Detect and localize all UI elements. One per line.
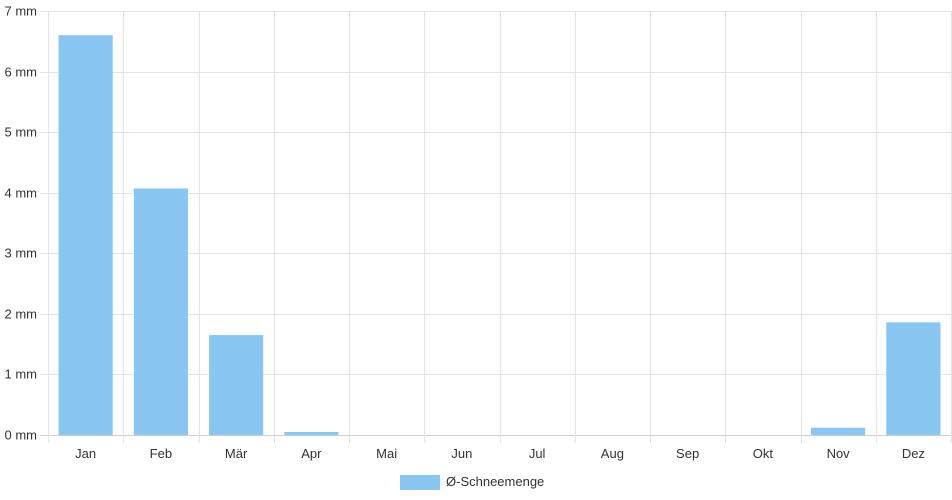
x-tick-label: Nov bbox=[827, 446, 851, 461]
y-tick-label: 4 mm bbox=[5, 186, 38, 201]
y-tick-label: 5 mm bbox=[5, 125, 38, 140]
x-tick-label: Sep bbox=[676, 446, 699, 461]
x-tick-label: Mai bbox=[376, 446, 397, 461]
chart-bars bbox=[58, 35, 941, 435]
x-tick-label: Feb bbox=[150, 446, 172, 461]
x-tick-label: Okt bbox=[753, 446, 774, 461]
bar-Feb[interactable] bbox=[133, 188, 188, 435]
x-tick-label: Jun bbox=[451, 446, 472, 461]
y-tick-label: 6 mm bbox=[5, 65, 38, 80]
y-tick-label: 2 mm bbox=[5, 307, 38, 322]
x-axis: Jan Feb Mär Apr Mai Jun Jul Aug Sep Okt Nov Dez bbox=[75, 446, 925, 461]
bar-Apr[interactable] bbox=[284, 431, 339, 435]
bar-Mär[interactable] bbox=[209, 335, 264, 435]
bar-Nov[interactable] bbox=[811, 427, 866, 435]
chart-grid bbox=[40, 11, 952, 443]
y-axis: 0 mm 1 mm 2 mm 3 mm 4 mm 5 mm 6 mm 7 mm bbox=[5, 4, 38, 443]
y-tick-label: 0 mm bbox=[5, 428, 38, 443]
x-tick-label: Apr bbox=[301, 446, 322, 461]
y-tick-label: 3 mm bbox=[5, 246, 38, 261]
chart-legend[interactable]: Ø-Schneemenge bbox=[400, 474, 544, 490]
x-tick-label: Jan bbox=[75, 446, 96, 461]
x-tick-label: Mär bbox=[225, 446, 248, 461]
legend-label: Ø-Schneemenge bbox=[446, 474, 544, 489]
bar-Jan[interactable] bbox=[58, 35, 113, 435]
x-tick-label: Dez bbox=[902, 446, 925, 461]
x-tick-label: Jul bbox=[529, 446, 546, 461]
bar-Dez[interactable] bbox=[886, 322, 941, 435]
y-tick-label: 1 mm bbox=[5, 367, 38, 382]
legend-swatch bbox=[400, 475, 440, 490]
x-tick-label: Aug bbox=[601, 446, 624, 461]
y-tick-label: 7 mm bbox=[5, 4, 38, 19]
